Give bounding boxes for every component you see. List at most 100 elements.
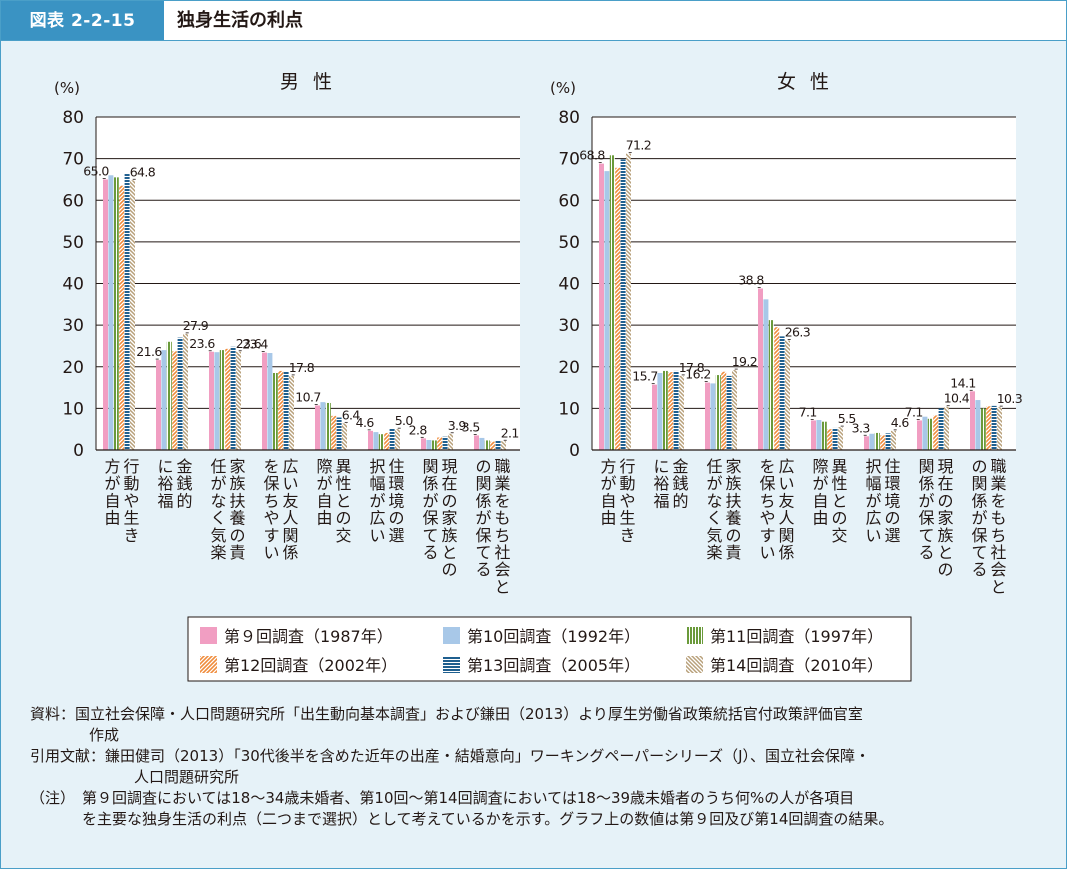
bar (668, 372, 674, 450)
reference-text: 鎌田健司（2013）「30代後半を含めた近年の出産・結婚意向」ワーキングペーパー… (105, 747, 871, 765)
bar (209, 351, 214, 450)
data-label: 27.9 (183, 318, 209, 333)
data-label: 23.6 (189, 336, 215, 351)
y-tick-label: 10 (62, 399, 84, 419)
bar (933, 415, 939, 450)
bar (479, 437, 485, 450)
bar (124, 174, 130, 450)
source-note: 資料： 国立社会保障・人口問題研究所「出生動向基本調査」および鎌田（2013）よ… (30, 704, 1055, 725)
bar (880, 435, 886, 450)
data-label: 7.1 (799, 404, 817, 419)
x-tick-label: 異性との交際が自由 (316, 457, 351, 545)
legend-label: 第12回調査（2002年） (224, 656, 397, 675)
bar (384, 432, 390, 450)
bar (758, 288, 763, 450)
bar (997, 407, 1002, 450)
x-tick-label: 家族扶養の責任がなく気楽 (706, 457, 741, 562)
footnote-text-cont: を主要な独身生活の利点（二つまで選択）として考えているかを示す。グラフ上の数値は… (82, 810, 894, 828)
bar (368, 430, 373, 450)
bar (821, 421, 827, 450)
figure-header: 図表 2-2-15 独身生活の利点 (0, 0, 1067, 41)
bar (816, 420, 822, 450)
bar (236, 351, 241, 450)
bar (177, 337, 183, 450)
bar (495, 440, 501, 450)
data-label: 7.1 (905, 404, 923, 419)
notes: 資料： 国立社会保障・人口問題研究所「出生動向基本調査」および鎌田（2013）よ… (30, 704, 1055, 830)
bar (811, 420, 816, 450)
y-axis-label: (%) (550, 79, 576, 97)
bar (183, 333, 188, 450)
bar (970, 391, 975, 450)
legend-label: 第13回調査（2005年） (467, 656, 640, 675)
data-label: 17.8 (289, 360, 315, 375)
panel-title: 女 性 (777, 71, 833, 93)
bar (421, 438, 426, 450)
y-tick-label: 20 (558, 358, 580, 378)
bar (262, 352, 267, 450)
data-label: 2.1 (501, 425, 519, 440)
bar (779, 336, 785, 450)
x-tick-label: 金銭的に裕福 (157, 457, 192, 510)
legend-label: 第11回調査（1997年） (710, 627, 883, 646)
source-text: 国立社会保障・人口問題研究所「出生動向基本調査」および鎌田（2013）より厚生労… (75, 705, 863, 723)
legend-swatch (686, 627, 703, 644)
x-tick-label: 住環境の選択幅が広い (865, 457, 900, 545)
bar (230, 346, 236, 450)
data-label: 6.4 (342, 407, 361, 422)
data-label: 23.4 (242, 337, 268, 352)
bar (108, 175, 114, 450)
data-label: 38.8 (738, 272, 764, 287)
data-label: 15.7 (632, 369, 657, 384)
bar (705, 382, 710, 450)
bar (615, 167, 621, 450)
bar (609, 155, 615, 451)
data-label: 5.5 (838, 411, 856, 426)
x-tick-label: 広い友人関係を保ちやすい (759, 457, 794, 562)
bar (389, 428, 395, 450)
y-tick-label: 80 (62, 108, 84, 128)
bar (431, 440, 437, 450)
data-label: 10.3 (997, 391, 1022, 406)
bar (103, 179, 108, 450)
y-tick-label: 50 (62, 233, 84, 253)
y-tick-label: 0 (569, 441, 580, 461)
bar (869, 433, 875, 450)
bar (320, 402, 326, 450)
bar (437, 437, 443, 450)
bar (501, 441, 506, 450)
source-label: 資料： (30, 705, 76, 723)
bar (975, 400, 981, 450)
bar (715, 375, 721, 450)
bar (827, 429, 833, 450)
bar (832, 427, 838, 450)
bar (373, 432, 379, 450)
bar (474, 435, 479, 450)
bar (917, 420, 922, 450)
y-tick-label: 30 (62, 316, 84, 336)
bar (119, 185, 125, 450)
y-tick-label: 50 (558, 233, 580, 253)
y-tick-label: 40 (558, 275, 580, 295)
legend-label: 第10回調査（1992年） (467, 627, 640, 646)
x-tick-label: 職業をもち社会との関係が保てる (475, 457, 510, 596)
legend-swatch (200, 656, 217, 673)
bar (679, 375, 684, 450)
data-label: 3.9 (448, 418, 467, 433)
bar (938, 408, 944, 450)
bar (774, 327, 780, 450)
bar (891, 430, 896, 450)
bar (626, 153, 631, 450)
bar (336, 417, 342, 450)
reference-text-cont: 人口問題研究所 (134, 768, 240, 786)
legend: 第９回調査（1987年） 第10回調査（1992年） 第11回調査（1997年） 第1… (187, 616, 912, 682)
data-label: 71.2 (626, 138, 651, 153)
bar (442, 436, 448, 450)
y-tick-label: 80 (558, 108, 580, 128)
data-label: 19.2 (732, 354, 757, 369)
y-tick-label: 10 (558, 399, 580, 419)
y-tick-label: 20 (62, 358, 84, 378)
x-tick-label: 住環境の選択幅が広い (369, 457, 404, 545)
figure-title: 独身生活の利点 (177, 10, 303, 31)
